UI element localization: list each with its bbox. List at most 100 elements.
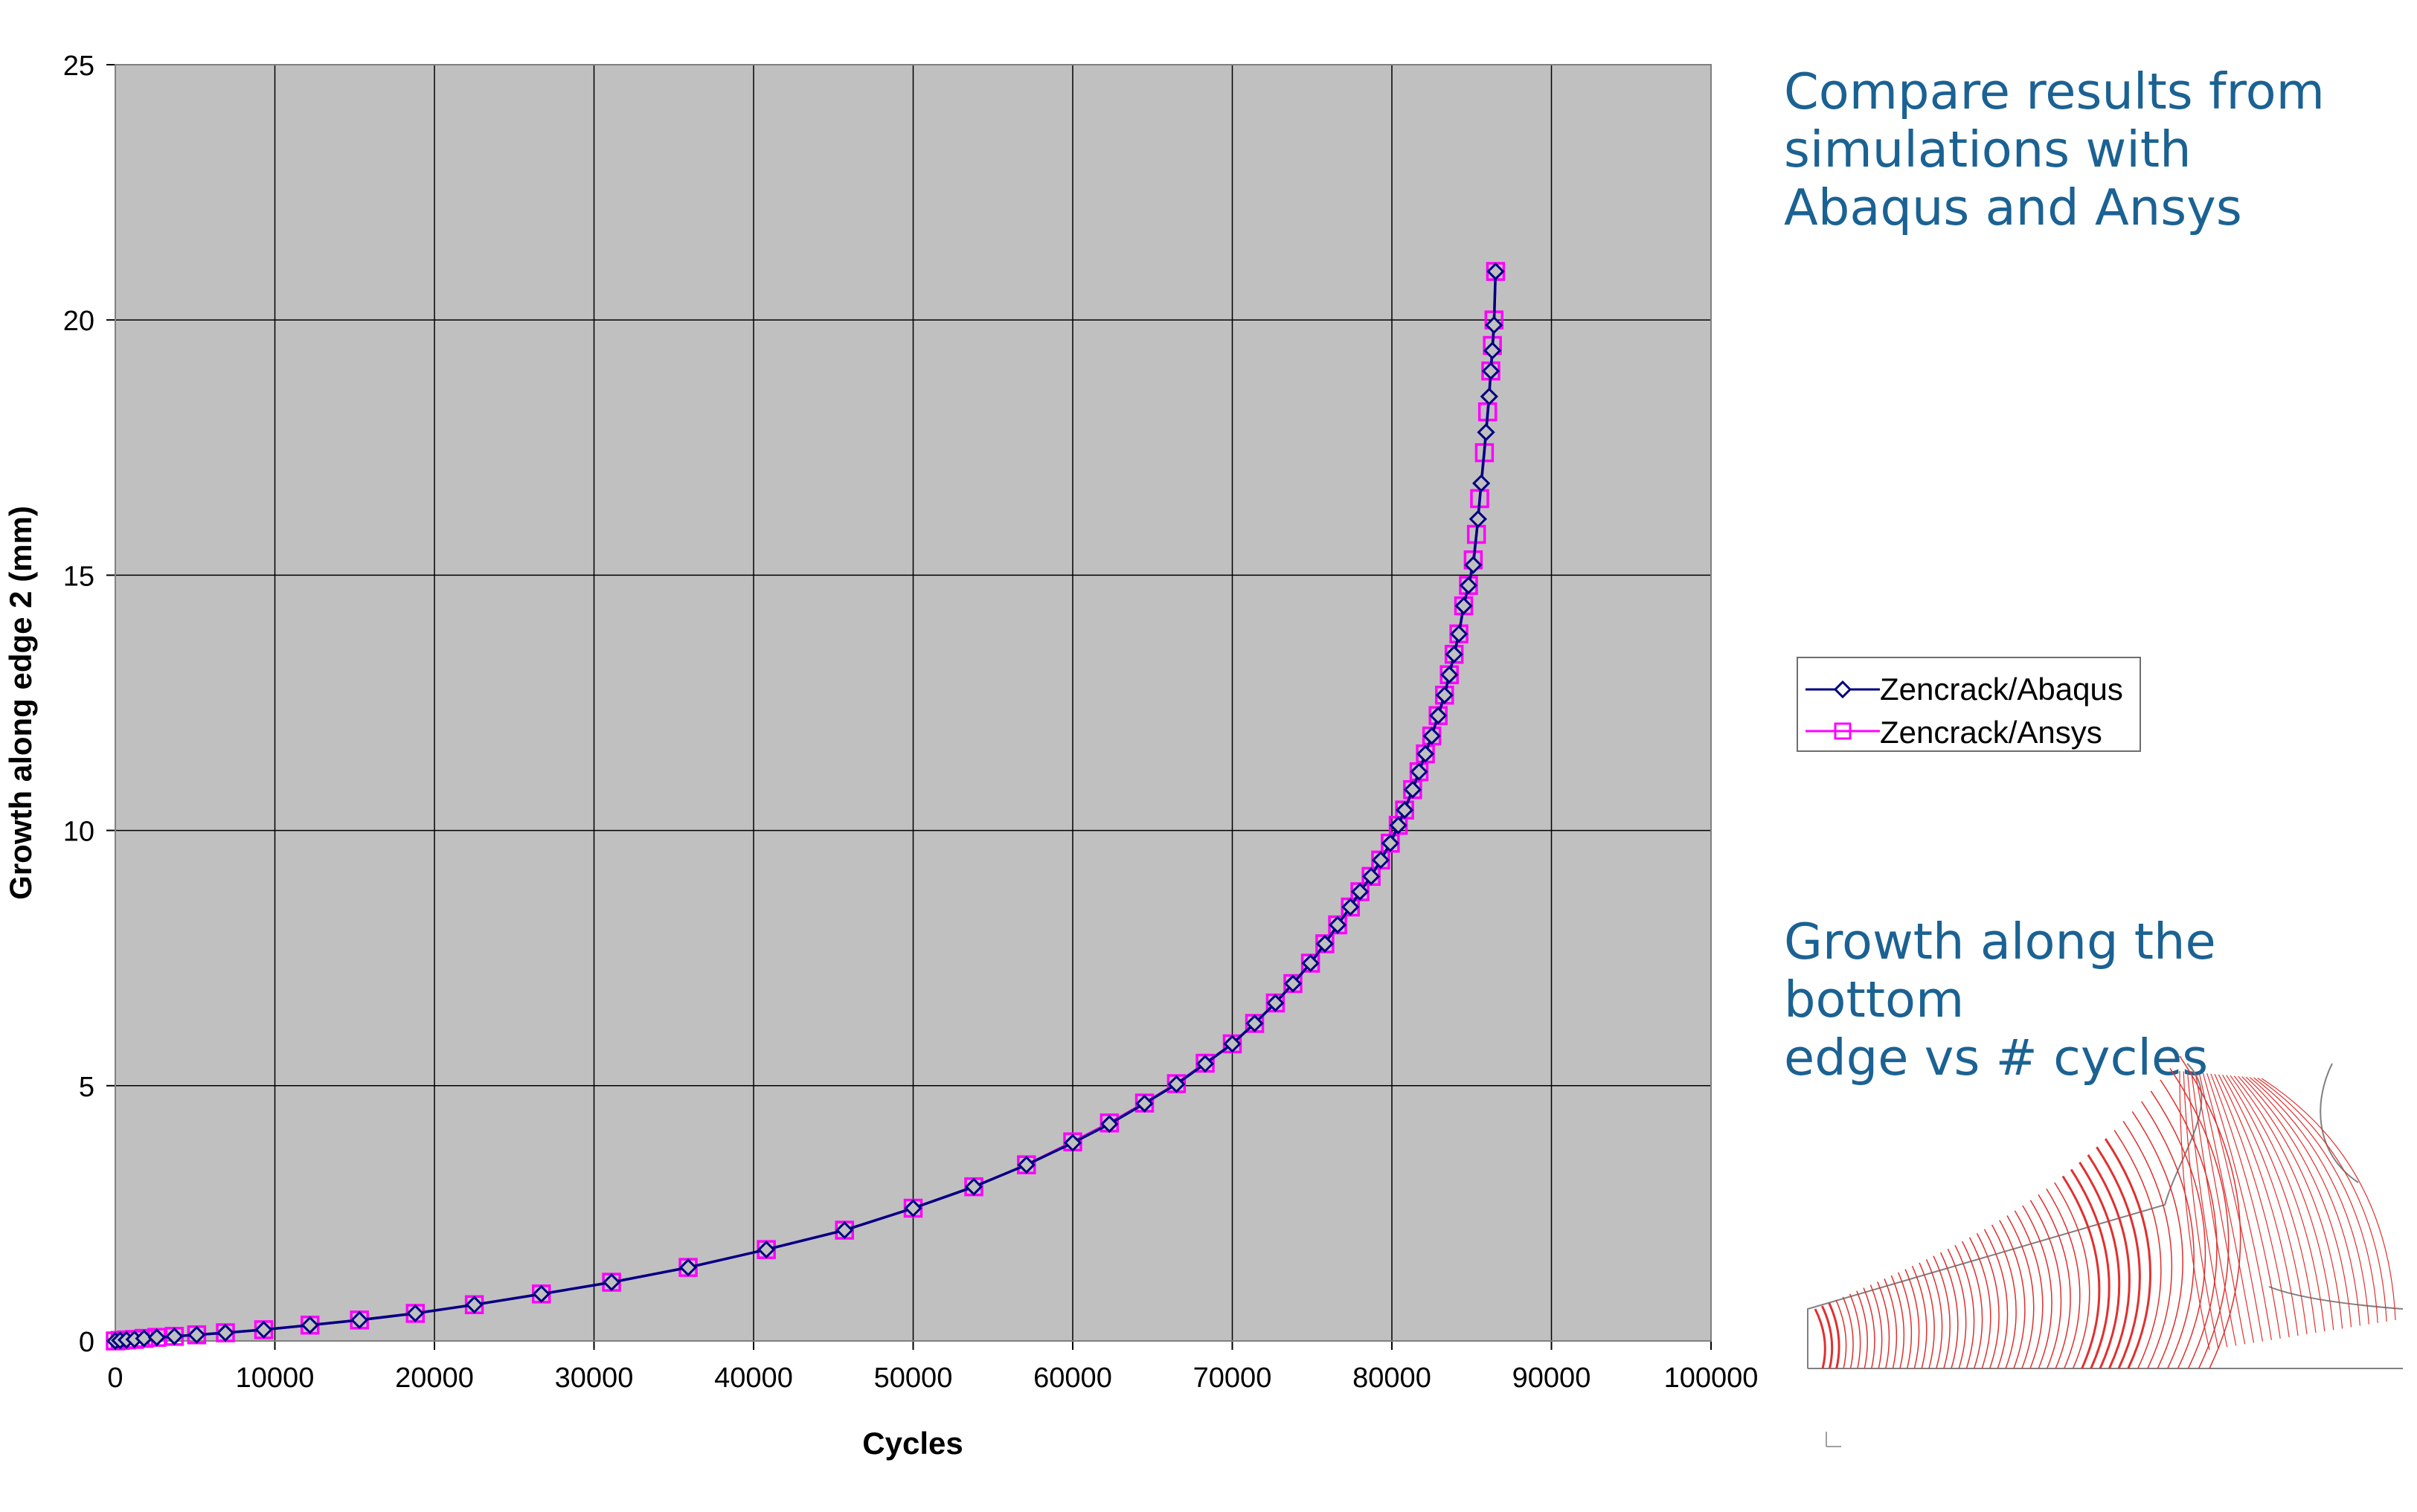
mesh-line [2191, 1072, 2237, 1346]
data-point-diamond [1477, 423, 1495, 442]
grid-lines [106, 64, 1712, 1350]
data-point-diamond [1167, 1075, 1186, 1093]
y-tick-label: 0 [79, 1327, 94, 1358]
mesh-line [1849, 1293, 1861, 1369]
mesh-line [1828, 1302, 1840, 1369]
data-point-diamond [1396, 801, 1414, 820]
x-tick-labels: 0 10000 20000 30000 40000 50000 60000 70000 8000… [107, 1363, 1758, 1394]
mesh-line [1842, 1296, 1854, 1369]
data-point-diamond [1483, 341, 1502, 360]
legend-label-ansys: Zencrack/Ansys [1880, 715, 2102, 750]
legend-item-ansys: Zencrack/Ansys [1798, 709, 2140, 753]
mesh-line [1933, 1255, 1951, 1369]
y-axis-label: Growth along edge 2 (mm) [3, 506, 38, 900]
mesh-line [2214, 1074, 2290, 1337]
mesh-line [2104, 1138, 2151, 1369]
mesh-line [1954, 1244, 1975, 1369]
legend-marker-diamond-icon [1805, 680, 1880, 699]
data-point-diamond [964, 1177, 983, 1196]
data-point-diamond [1328, 916, 1347, 934]
mesh-line [2046, 1188, 2081, 1369]
data-point-diamond [1469, 509, 1487, 529]
data-point-diamond [1486, 262, 1505, 281]
y-tick-labels: 0 5 10 15 20 25 [63, 51, 94, 1358]
mesh-line [2141, 1101, 2195, 1369]
mesh-line [2249, 1077, 2369, 1325]
mesh-line [2202, 1072, 2263, 1342]
mesh-line [2054, 1182, 2090, 1369]
data-point-diamond [1480, 387, 1498, 406]
data-point-diamond [1449, 625, 1469, 643]
data-point-diamond [1422, 727, 1441, 745]
mesh-line [2233, 1075, 2334, 1331]
mesh-line [2061, 1175, 2101, 1369]
mesh-line [2038, 1194, 2071, 1369]
chart-legend: Zencrack/Abaqus Zencrack/Ansys [1797, 657, 2141, 752]
mesh-line [1991, 1224, 2017, 1369]
mesh-line [2261, 1078, 2396, 1321]
legend-marker-square-icon [1805, 722, 1880, 740]
data-point-diamond [165, 1327, 184, 1345]
mesh-line [1925, 1258, 1943, 1369]
data-point-diamond [602, 1273, 621, 1292]
data-point-diamond [1301, 953, 1320, 973]
data-point-diamond [350, 1310, 369, 1329]
x-tick-label: 20000 [395, 1363, 474, 1394]
mesh-line [2241, 1076, 2352, 1328]
mesh-line [2226, 1075, 2317, 1334]
data-point-diamond [1245, 1014, 1264, 1033]
mesh-line [1962, 1241, 1983, 1369]
x-tick-label: 30000 [555, 1363, 634, 1394]
mesh-line [2198, 1072, 2255, 1343]
mesh-line [2160, 1079, 2218, 1369]
mesh-line [2183, 1071, 2219, 1349]
series-abaqus [106, 262, 1505, 1351]
data-point-diamond [1435, 686, 1454, 704]
mesh-line [2131, 1111, 2183, 1369]
mesh-line [1814, 1308, 1826, 1369]
mesh-line [1884, 1278, 1898, 1369]
x-tick-label: 100000 [1664, 1363, 1759, 1394]
data-point-diamond [1381, 834, 1399, 852]
mesh-line [1947, 1248, 1967, 1369]
data-point-diamond [1440, 666, 1459, 684]
data-point-diamond [1371, 851, 1390, 869]
data-point-diamond [1416, 744, 1435, 763]
data-point-diamond [1445, 645, 1463, 663]
mesh-line [1939, 1252, 1959, 1369]
y-tick-label: 20 [63, 306, 94, 337]
data-point-diamond [835, 1220, 854, 1240]
x-tick-label: 80000 [1352, 1363, 1431, 1394]
plot-frame [115, 64, 1712, 1342]
mesh-line [1911, 1265, 1927, 1369]
legend-label-abaqus: Zencrack/Abaqus [1880, 672, 2123, 707]
mesh-line [2179, 1070, 2210, 1351]
data-point-diamond [1454, 596, 1473, 615]
mesh-line [2238, 1075, 2343, 1329]
x-tick-label: 0 [107, 1363, 123, 1394]
mesh-line [1835, 1299, 1847, 1369]
data-point-diamond [1341, 898, 1360, 916]
mesh-line [2022, 1205, 2052, 1369]
data-point-diamond [1471, 474, 1491, 492]
mesh-line [1898, 1272, 1913, 1369]
data-point-diamond [1195, 1055, 1215, 1073]
data-point-diamond [187, 1325, 206, 1344]
mesh-line [2253, 1077, 2378, 1323]
mesh-line [1999, 1220, 2026, 1369]
x-tick-label: 60000 [1033, 1363, 1112, 1394]
data-point-diamond [1459, 576, 1478, 595]
data-point-diamond [1403, 780, 1422, 799]
mesh-line [1820, 1305, 1834, 1369]
mesh-line [2257, 1078, 2387, 1322]
x-axis-label: Cycles [862, 1426, 963, 1461]
data-point-diamond [1266, 994, 1285, 1012]
x-tick-label: 70000 [1193, 1363, 1272, 1394]
series-layer [106, 262, 1506, 1351]
mesh-line [1863, 1287, 1875, 1369]
mesh-line [2006, 1215, 2035, 1369]
note-growth: Growth along the bottom edge vs # cycles [1784, 913, 2216, 1087]
mesh-line [1877, 1281, 1890, 1369]
data-point-diamond [301, 1316, 319, 1334]
mesh-line [2186, 1071, 2228, 1348]
